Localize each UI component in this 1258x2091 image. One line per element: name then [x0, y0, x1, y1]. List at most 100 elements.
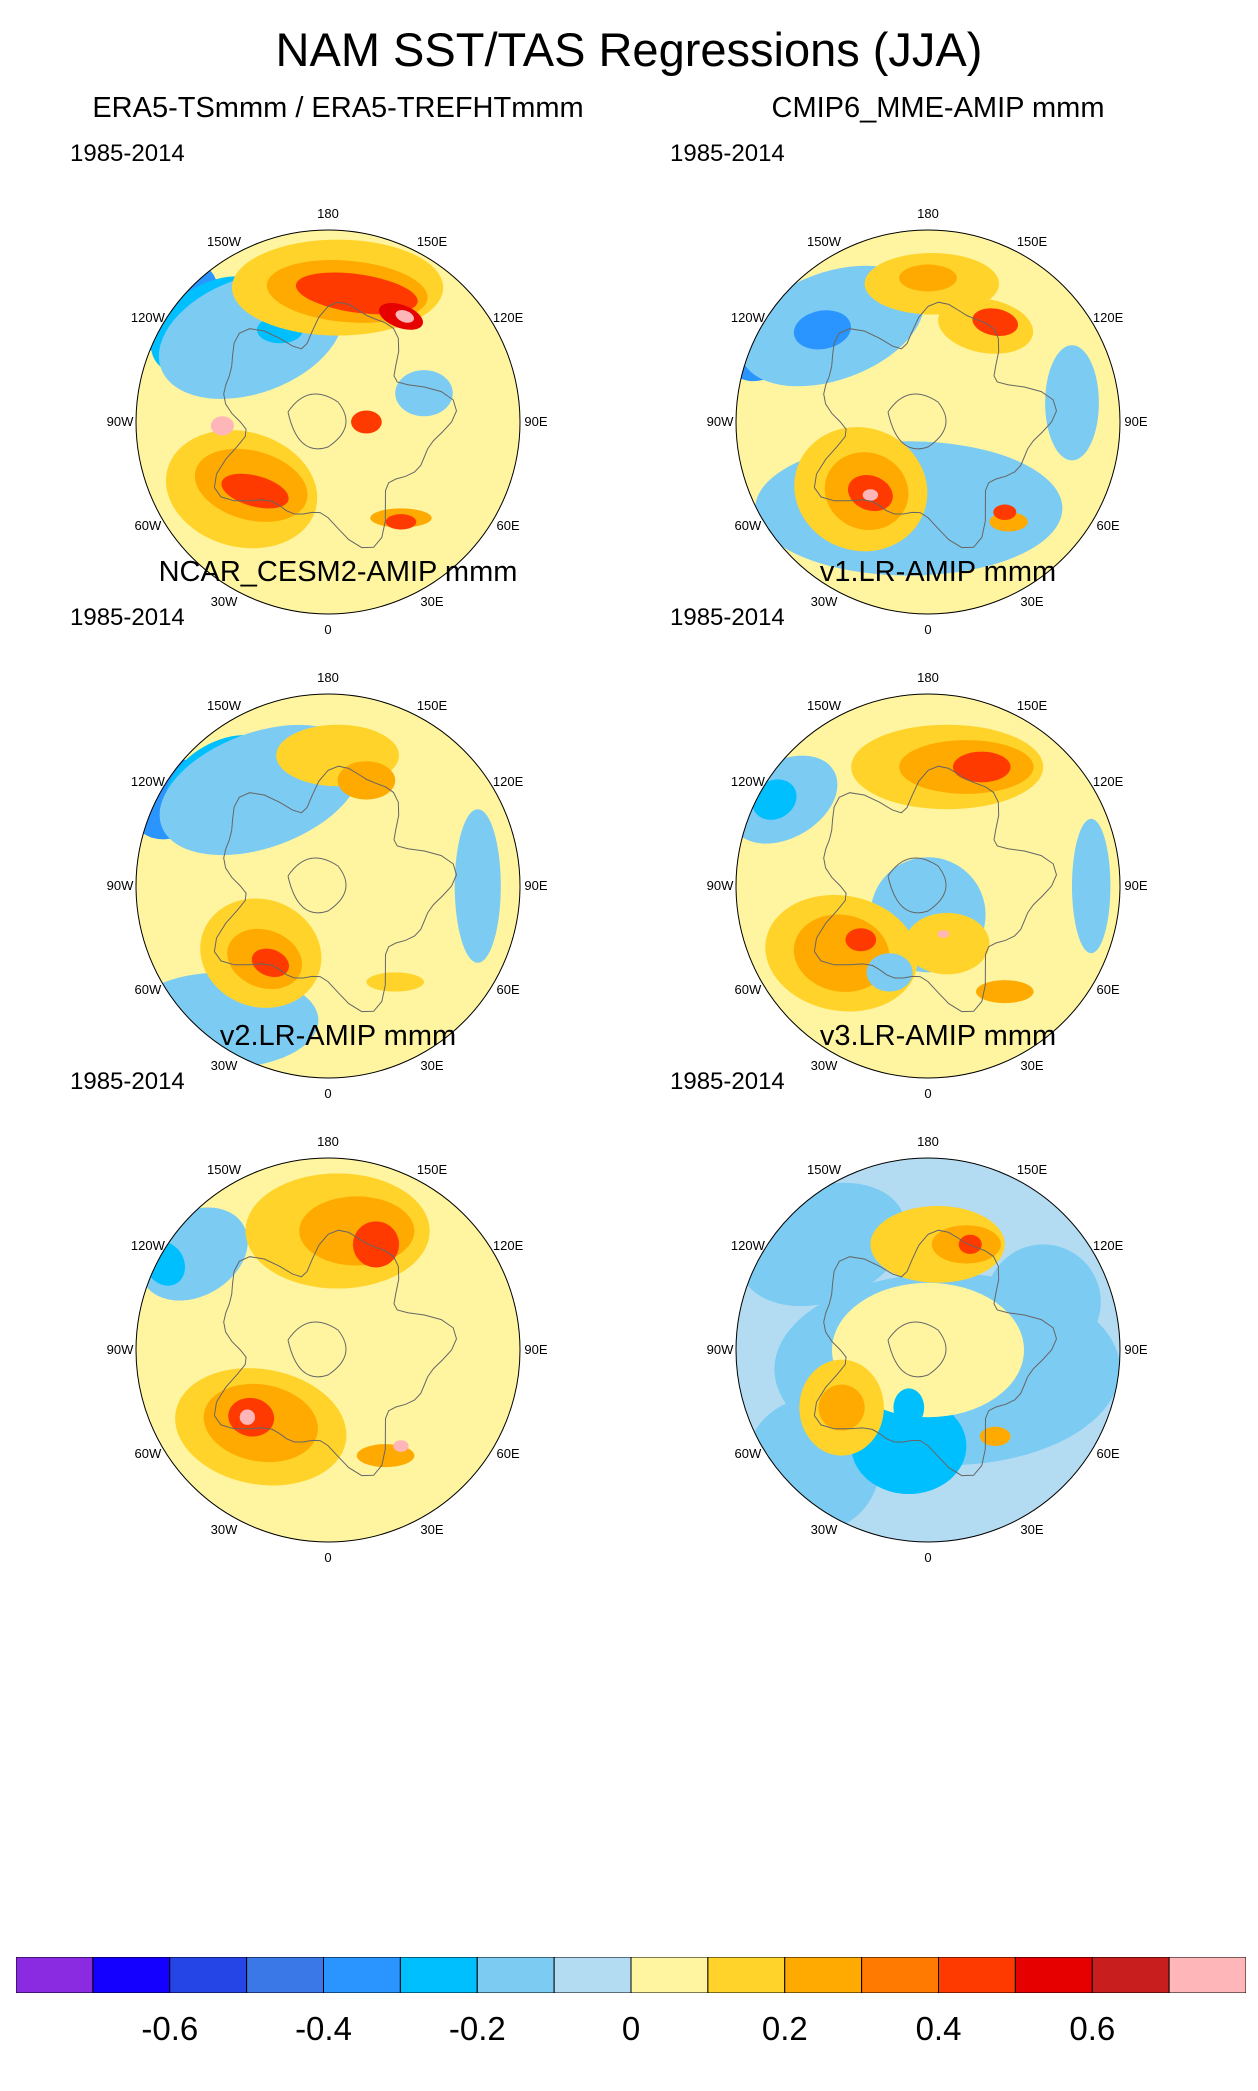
anomaly-region	[976, 980, 1034, 1004]
anomaly-region	[366, 972, 425, 992]
longitude-label: 60W	[735, 1446, 762, 1461]
longitude-label: 120E	[1093, 774, 1124, 789]
greenland-coastline	[287, 393, 347, 450]
longitude-label: 60W	[135, 1446, 162, 1461]
polar-map: 180 150E 120E 90E 60E 30E 0 30W 60W 90W 120W 150W	[107, 670, 548, 1101]
longitude-label: 150W	[807, 698, 842, 713]
anomaly-region	[899, 264, 957, 292]
panel-title: ERA5-TSmmm / ERA5-TREFHTmmm	[92, 92, 584, 124]
longitude-label: 150W	[807, 234, 842, 249]
longitude-label: 30E	[420, 1058, 443, 1073]
longitude-label: 120E	[1093, 310, 1124, 325]
panel-title: CMIP6_MME-AMIP mmm	[771, 92, 1105, 124]
longitude-label: 60E	[1097, 1446, 1120, 1461]
longitude-label: 60E	[497, 518, 520, 533]
panel-period: 1985-2014	[70, 604, 185, 631]
anomaly-region	[351, 410, 382, 434]
longitude-label: 150E	[417, 234, 448, 249]
anomaly-region	[385, 514, 417, 530]
map-border	[735, 693, 1121, 1079]
longitude-label: 180	[317, 206, 339, 221]
panel-period: 1985-2014	[70, 140, 185, 167]
greenland-coastline	[887, 393, 947, 450]
anomaly-region	[793, 310, 851, 350]
polar-map: 180 150E 120E 90E 60E 30E 0 30W 60W 90W 120W 150W	[107, 206, 548, 637]
anomaly-region	[239, 1409, 256, 1425]
longitude-label: 30W	[811, 1058, 838, 1073]
longitude-label: 120E	[493, 1238, 524, 1253]
longitude-label: 30W	[211, 594, 238, 609]
map-border	[735, 229, 1121, 615]
longitude-label: 90E	[1124, 1342, 1147, 1357]
map-border	[735, 1157, 1121, 1543]
anomaly-region	[395, 370, 453, 417]
colorbar-tick-label: -0.2	[448, 2010, 506, 2047]
longitude-label: 30W	[211, 1058, 238, 1073]
longitude-label: 90E	[524, 878, 547, 893]
longitude-label: 150W	[207, 698, 242, 713]
colorbar-svg	[15, 1956, 1247, 1994]
panel-1: ERA5-TSmmm / ERA5-TREFHTmmm 1985-2014 180 1…	[38, 92, 638, 732]
longitude-label: 90E	[524, 414, 547, 429]
figure-title: NAM SST/TAS Regressions (JJA)	[275, 23, 983, 76]
longitude-label: 30W	[811, 594, 838, 609]
polar-map: 180 150E 120E 90E 60E 30E 0 30W 60W 90W 120W 150W	[707, 1134, 1148, 1565]
anomaly-region	[979, 1426, 1011, 1446]
longitude-label: 90E	[1124, 878, 1147, 893]
longitude-label: 60W	[135, 518, 162, 533]
longitude-label: 180	[317, 670, 339, 685]
map-border	[135, 1157, 521, 1543]
anomaly-region	[904, 912, 990, 975]
coastline	[813, 301, 1058, 549]
anomaly-region	[352, 1221, 400, 1268]
greenland-coastline	[887, 1321, 947, 1378]
colorbar-bin	[861, 1956, 940, 1994]
longitude-label: 120W	[731, 774, 766, 789]
longitude-label: 30W	[211, 1522, 238, 1537]
panel-title: v3.LR-AMIP mmm	[819, 1020, 1057, 1052]
map-border	[135, 693, 521, 1079]
longitude-label: 120W	[731, 310, 766, 325]
longitude-label: 0	[924, 1550, 931, 1565]
longitude-label: 60E	[1097, 982, 1120, 997]
anomaly-region	[1072, 818, 1111, 954]
colorbar-bin	[15, 1956, 94, 1994]
longitude-label: 30E	[420, 594, 443, 609]
panel-period: 1985-2014	[70, 1068, 185, 1095]
longitude-label: 0	[324, 622, 331, 637]
anomaly-region	[893, 1388, 925, 1427]
colorbar-bin	[553, 1956, 632, 1994]
map-border	[135, 229, 521, 615]
longitude-label: 0	[924, 622, 931, 637]
longitude-label: 60W	[735, 982, 762, 997]
anomaly-region	[832, 1282, 1024, 1418]
colorbar-bin	[476, 1956, 555, 1994]
anomaly-region	[937, 930, 950, 938]
colorbar-bin	[246, 1956, 325, 1994]
longitude-label: 150E	[1017, 234, 1048, 249]
longitude-label: 150E	[417, 1162, 448, 1177]
longitude-label: 180	[917, 206, 939, 221]
polar-map: 180 150E 120E 90E 60E 30E 0 30W 60W 90W 120W 150W	[107, 1134, 548, 1565]
anomaly-region	[993, 504, 1017, 520]
colorbar-bin	[784, 1956, 863, 1994]
longitude-label: 180	[917, 670, 939, 685]
coastline	[213, 301, 458, 549]
anomaly-region	[752, 779, 797, 820]
colorbar-tick-label: -0.4	[295, 2010, 352, 2047]
panel-period: 1985-2014	[670, 140, 785, 167]
colorbar-bin	[707, 1956, 786, 1994]
longitude-label: 30W	[811, 1522, 838, 1537]
longitude-label: 60W	[135, 982, 162, 997]
longitude-label: 0	[324, 1550, 331, 1565]
polar-map: 180 150E 120E 90E 60E 30E 0 30W 60W 90W 120W 150W	[707, 670, 1148, 1101]
coastline	[813, 1229, 1058, 1477]
anomaly-region	[337, 761, 396, 800]
panel-period: 1985-2014	[670, 1068, 785, 1095]
anomaly-region	[845, 928, 877, 952]
longitude-label: 120W	[731, 1238, 766, 1253]
longitude-label: 150E	[417, 698, 448, 713]
longitude-label: 60E	[497, 982, 520, 997]
longitude-label: 120W	[131, 310, 166, 325]
